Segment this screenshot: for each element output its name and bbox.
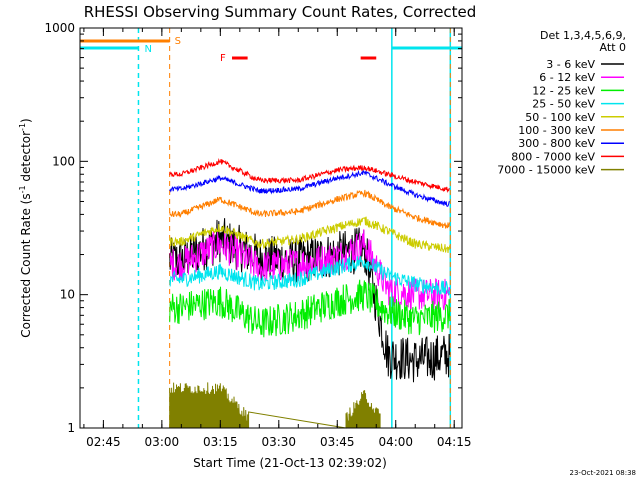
- series-line-6: [169, 168, 450, 207]
- y-axis-label-text: Corrected Count Rate (s: [19, 193, 33, 337]
- y-tick-label: 1: [67, 421, 75, 435]
- x-tick-label: 03:00: [145, 435, 180, 449]
- legend-header-1: Det 1,3,4,5,6,9,: [540, 29, 626, 42]
- series-line-8: [169, 382, 381, 429]
- axis-ticks: 1 10 100 1000 02:45 03:00 03:15 03:30 03:45 04:00…: [44, 21, 471, 449]
- x-tick-label: 04:00: [378, 435, 413, 449]
- y-axis-label-sup1: -1: [18, 185, 27, 193]
- series-line-2: [169, 279, 451, 338]
- y-tick-label: 100: [52, 154, 75, 168]
- legend-label-1: 6 - 12 keV: [539, 71, 595, 84]
- saa-marker-label: S: [175, 36, 181, 47]
- series-line-7: [169, 158, 450, 193]
- y-tick-label: 10: [60, 288, 75, 302]
- y-axis-label: Corrected Count Rate (s-1 detector-1): [18, 118, 33, 337]
- legend-label-0: 3 - 6 keV: [546, 58, 595, 71]
- y-axis-label-mid: detector: [19, 131, 33, 186]
- x-tick-label: 04:15: [437, 435, 472, 449]
- legend-label-7: 800 - 7000 keV: [511, 150, 595, 163]
- series-line-1: [169, 229, 451, 312]
- legend-label-6: 300 - 800 keV: [518, 137, 595, 150]
- legend-header-2: Att 0: [600, 41, 626, 54]
- series-line-5: [169, 189, 451, 229]
- y-axis-label-sup2: -1: [18, 123, 27, 131]
- chart-title: RHESSI Observing Summary Count Rates, Co…: [84, 3, 477, 21]
- timestamp: 23-Oct-2021 08:38: [570, 469, 636, 477]
- legend-label-3: 25 - 50 keV: [532, 98, 595, 111]
- x-axis-label: Start Time (21-Oct-13 02:39:02): [193, 456, 387, 470]
- series-line-4: [169, 216, 451, 254]
- plot-frame: [79, 27, 463, 429]
- flare-marker-label: F: [220, 53, 226, 64]
- night-marker-label: N: [144, 44, 151, 55]
- y-tick-label: 1000: [44, 21, 75, 35]
- y-axis-label-end: ): [19, 118, 33, 123]
- x-tick-label: 02:45: [86, 435, 121, 449]
- plot-area: N S F: [80, 28, 462, 429]
- x-tick-label: 03:15: [203, 435, 238, 449]
- legend-label-2: 12 - 25 keV: [532, 84, 595, 97]
- x-tick-label: 03:30: [261, 435, 296, 449]
- series-line-3: [169, 256, 451, 296]
- legend-label-8: 7000 - 15000 keV: [497, 164, 595, 177]
- x-tick-label: 03:45: [320, 435, 355, 449]
- legend-label-5: 100 - 300 keV: [518, 124, 595, 137]
- legend-label-4: 50 - 100 keV: [525, 111, 595, 124]
